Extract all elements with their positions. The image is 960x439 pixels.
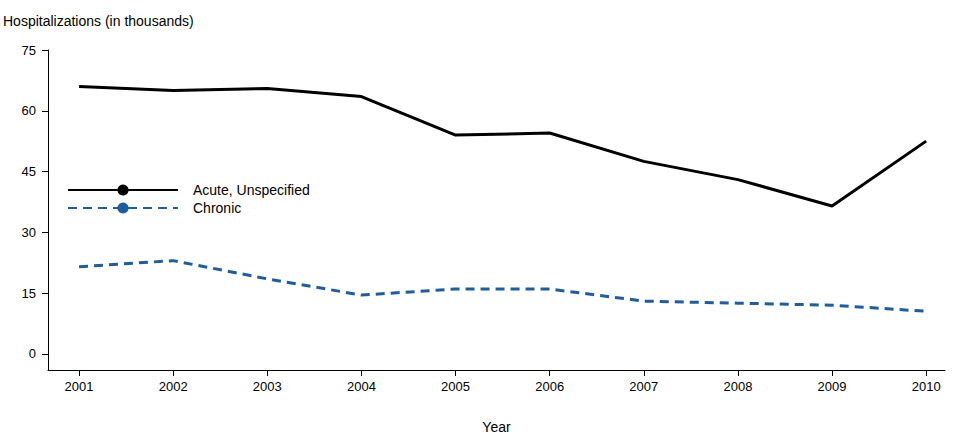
svg-text:45: 45 [22, 164, 36, 179]
svg-text:2006: 2006 [535, 379, 564, 394]
svg-text:60: 60 [22, 103, 36, 118]
svg-text:Acute, Unspecified: Acute, Unspecified [193, 182, 310, 198]
svg-text:0: 0 [29, 346, 36, 361]
svg-text:75: 75 [22, 43, 36, 58]
svg-text:Hospitalizations (in thousands: Hospitalizations (in thousands) [3, 13, 194, 29]
svg-text:Chronic: Chronic [193, 200, 241, 216]
svg-text:2010: 2010 [912, 379, 941, 394]
svg-text:2009: 2009 [818, 379, 847, 394]
svg-text:15: 15 [22, 286, 36, 301]
svg-text:30: 30 [22, 225, 36, 240]
svg-text:2001: 2001 [65, 379, 94, 394]
svg-text:2005: 2005 [441, 379, 470, 394]
svg-text:2007: 2007 [629, 379, 658, 394]
svg-text:2002: 2002 [159, 379, 188, 394]
svg-text:Year: Year [482, 419, 511, 435]
svg-text:2004: 2004 [347, 379, 376, 394]
svg-text:2003: 2003 [253, 379, 282, 394]
svg-text:2008: 2008 [723, 379, 752, 394]
